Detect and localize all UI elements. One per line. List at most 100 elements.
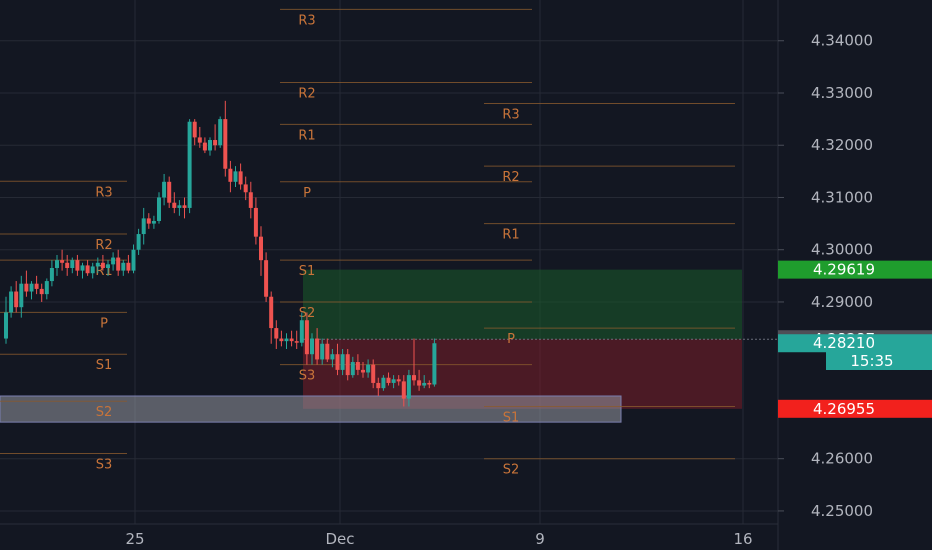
price-tag-label: 4.26955 — [813, 400, 875, 418]
target-zone — [303, 269, 742, 340]
price-tag — [826, 352, 932, 371]
candle-body — [218, 119, 223, 146]
candle-body — [315, 338, 320, 360]
candle-body — [417, 380, 422, 386]
candle-body — [366, 364, 371, 373]
pivot-label-r2: R2 — [298, 87, 315, 102]
candle-body — [294, 341, 299, 343]
candle-body — [172, 202, 177, 208]
pivot-label-s1: S1 — [299, 264, 316, 279]
candle-body — [14, 291, 19, 308]
candle-body — [34, 283, 39, 289]
candle-body — [371, 364, 376, 383]
candle-body — [146, 218, 151, 224]
candle-body — [320, 343, 325, 360]
candle-body — [95, 262, 100, 267]
candle-body — [259, 236, 263, 261]
candle-body — [106, 264, 110, 269]
pivot-label-p: P — [507, 332, 515, 347]
candle-body — [70, 260, 75, 269]
pivot-label-r2: R2 — [95, 238, 112, 253]
candle-body — [55, 260, 59, 269]
y-tick-label: 4.33000 — [811, 84, 873, 102]
pivot-label-s2: S2 — [96, 405, 113, 420]
pivot-label-s3: S3 — [96, 457, 113, 472]
candle-body — [396, 379, 401, 382]
pivot-label-p: P — [303, 186, 311, 201]
candle-body — [401, 381, 406, 399]
candle-body — [233, 171, 238, 182]
y-tick-label: 4.29000 — [811, 293, 873, 311]
candle-body — [65, 262, 70, 269]
candle-body — [111, 257, 116, 265]
candle-body — [121, 262, 126, 271]
candle-body — [80, 265, 85, 271]
candle-body — [177, 205, 182, 208]
candle-body — [279, 338, 284, 342]
price-scale[interactable]: 4.34000 4.33000 4.32000 4.31000 4.30000 4.290… — [778, 32, 873, 520]
candle-body — [44, 281, 49, 295]
position-boxes — [0, 269, 778, 423]
x-tick-label: Dec — [325, 530, 354, 548]
candle-body — [116, 257, 121, 271]
candle-body — [340, 354, 345, 370]
candle-body — [213, 140, 218, 146]
candle-body — [4, 312, 8, 339]
candle-body — [406, 375, 411, 399]
candle-body — [432, 343, 437, 385]
candle-body — [24, 283, 29, 292]
candle-body — [427, 382, 432, 385]
candle-body — [39, 288, 44, 295]
pivot-label-p: P — [100, 316, 108, 331]
candle-body — [335, 354, 340, 370]
candle-body — [192, 121, 197, 138]
price-tag-label: 15:35 — [850, 352, 893, 370]
candle-body — [85, 265, 90, 274]
support-zone — [0, 395, 622, 423]
pivot-label-r3: R3 — [95, 185, 112, 200]
pivot-label-r3: R3 — [298, 13, 315, 28]
candle-body — [310, 338, 314, 355]
pivot-label-s1: S1 — [96, 358, 113, 373]
time-scale[interactable]: 25 Dec 9 16 — [0, 523, 778, 548]
pivot-label-r1: R1 — [298, 128, 315, 143]
candle-body — [60, 260, 65, 263]
price-tag-label: 4.28210 — [813, 334, 875, 352]
candle-body — [361, 369, 365, 373]
candle-body — [325, 343, 330, 360]
pivot-label-r1: R1 — [502, 228, 519, 243]
candle-body — [197, 137, 202, 143]
candle-body — [350, 362, 355, 376]
candle-body — [299, 320, 304, 343]
candle-body — [151, 220, 156, 224]
x-tick-label: 25 — [125, 530, 144, 548]
candle-body — [381, 377, 386, 389]
candle-body — [162, 181, 167, 198]
candle-body — [157, 197, 161, 221]
pivot-label-s2: S2 — [503, 463, 520, 478]
candle-body — [386, 377, 391, 383]
y-tick-label: 4.32000 — [811, 136, 873, 154]
candle-body — [274, 328, 279, 339]
price-tag — [778, 334, 932, 353]
candle-body — [253, 207, 258, 237]
y-tick-label: 4.30000 — [811, 241, 873, 259]
pivot-label-r2: R2 — [502, 170, 519, 185]
candle-body — [202, 142, 207, 151]
candle-body — [100, 262, 105, 269]
candle-body — [182, 205, 187, 208]
candle-body — [376, 382, 381, 389]
price-tag — [778, 399, 932, 418]
x-tick-label: 16 — [733, 530, 752, 548]
candle-body — [141, 218, 146, 235]
candle-body — [345, 354, 350, 376]
candle-body — [90, 266, 95, 274]
candle-body — [131, 249, 136, 271]
candle-body — [208, 140, 212, 151]
price-tag-label: 4.29619 — [813, 261, 875, 279]
x-tick-label: 9 — [535, 530, 545, 548]
candle-body — [9, 291, 14, 313]
